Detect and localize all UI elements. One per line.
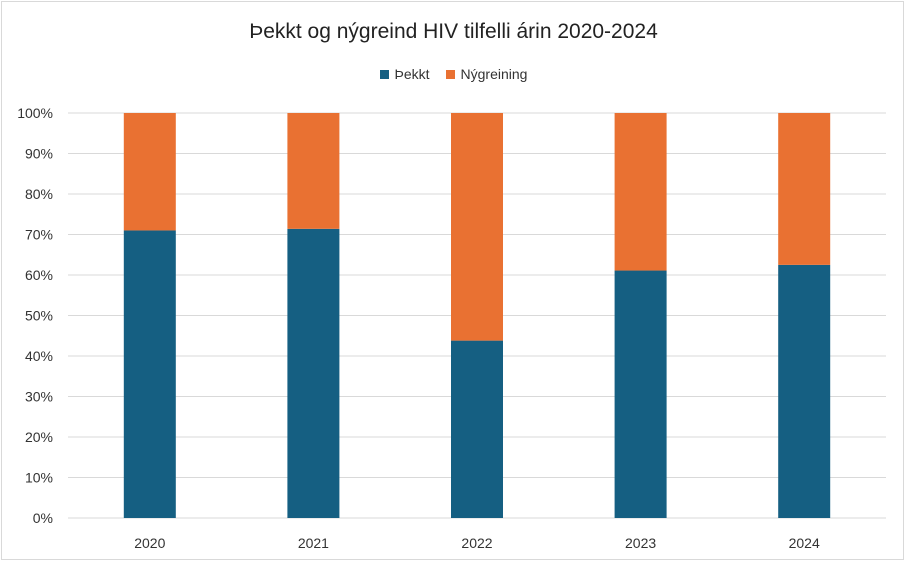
x-tick-label: 2020 bbox=[134, 535, 165, 551]
legend-swatch-nygreining bbox=[445, 69, 455, 79]
x-tick-label: 2022 bbox=[461, 535, 492, 551]
x-tick-label: 2023 bbox=[625, 535, 656, 551]
legend-item-nygreining: Nýgreining bbox=[445, 66, 528, 82]
y-tick-label: 60% bbox=[25, 267, 53, 283]
legend-swatch-thekkt bbox=[379, 69, 389, 79]
x-tick-label: 2021 bbox=[298, 535, 329, 551]
bar-nygreining-2022 bbox=[451, 113, 503, 341]
bar-thekkt-2021 bbox=[287, 228, 340, 518]
y-tick-label: 40% bbox=[25, 348, 53, 364]
bar-thekkt-2020 bbox=[123, 230, 176, 518]
bar-nygreining-2023 bbox=[614, 113, 667, 271]
y-tick-label: 70% bbox=[25, 227, 53, 243]
y-tick-label: 10% bbox=[25, 470, 53, 486]
legend-label-nygreining: Nýgreining bbox=[460, 66, 528, 82]
x-tick-label: 2024 bbox=[789, 535, 820, 551]
y-tick-label: 0% bbox=[33, 510, 53, 526]
bar-thekkt-2024 bbox=[778, 264, 831, 518]
y-tick-label: 80% bbox=[25, 186, 53, 202]
bar-nygreining-2021 bbox=[287, 113, 340, 229]
bar-nygreining-2020 bbox=[123, 113, 176, 231]
chart-title: Þekkt og nýgreind HIV tilfelli árin 2020… bbox=[249, 20, 658, 43]
y-tick-label: 100% bbox=[17, 105, 53, 121]
legend-item-thekkt: Þekkt bbox=[379, 66, 430, 82]
y-tick-label: 90% bbox=[25, 146, 53, 162]
y-tick-label: 30% bbox=[25, 389, 53, 405]
y-tick-label: 50% bbox=[25, 308, 53, 324]
y-tick-label: 20% bbox=[25, 429, 53, 445]
legend-label-thekkt: Þekkt bbox=[394, 66, 430, 82]
bar-thekkt-2022 bbox=[451, 340, 503, 518]
bar-thekkt-2023 bbox=[614, 270, 667, 518]
legend: Þekkt Nýgreining bbox=[0, 66, 907, 82]
bar-nygreining-2024 bbox=[778, 113, 831, 265]
